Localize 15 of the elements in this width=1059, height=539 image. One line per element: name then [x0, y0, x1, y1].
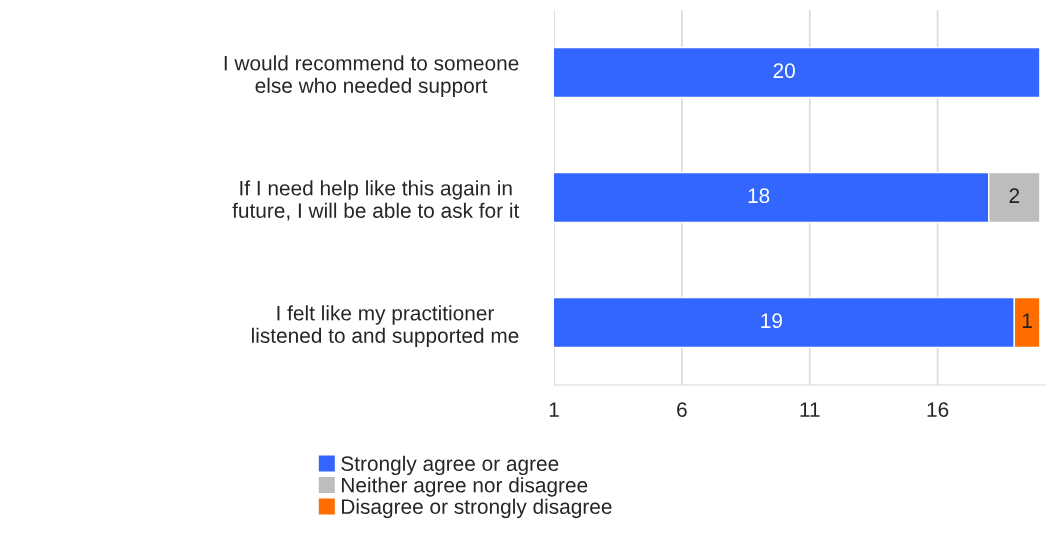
legend-label: Strongly agree or agree: [341, 455, 559, 476]
data-label: 2: [1009, 188, 1020, 203]
data-label: 19: [761, 313, 782, 329]
x-tick-label: 6: [677, 402, 687, 417]
y-tick-label: I would recommend to someone else who needed support: [224, 55, 519, 98]
y-tick-label: I felt like my practitioner listened to and supported me: [252, 305, 519, 348]
data-label: 1: [1022, 313, 1032, 328]
x-tick-label: 11: [800, 402, 820, 417]
y-tick-label: If I need help like this again in future, I will be able to ask for it: [232, 180, 520, 221]
legend-label: Neither agree nor disagree: [342, 477, 588, 497]
x-tick-label: 1: [549, 402, 559, 417]
data-label: 20: [773, 63, 795, 79]
x-tick-label: 16: [927, 402, 949, 417]
legend-label: Disagree or strongly disagree: [342, 498, 612, 519]
data-label: 18: [748, 188, 770, 204]
